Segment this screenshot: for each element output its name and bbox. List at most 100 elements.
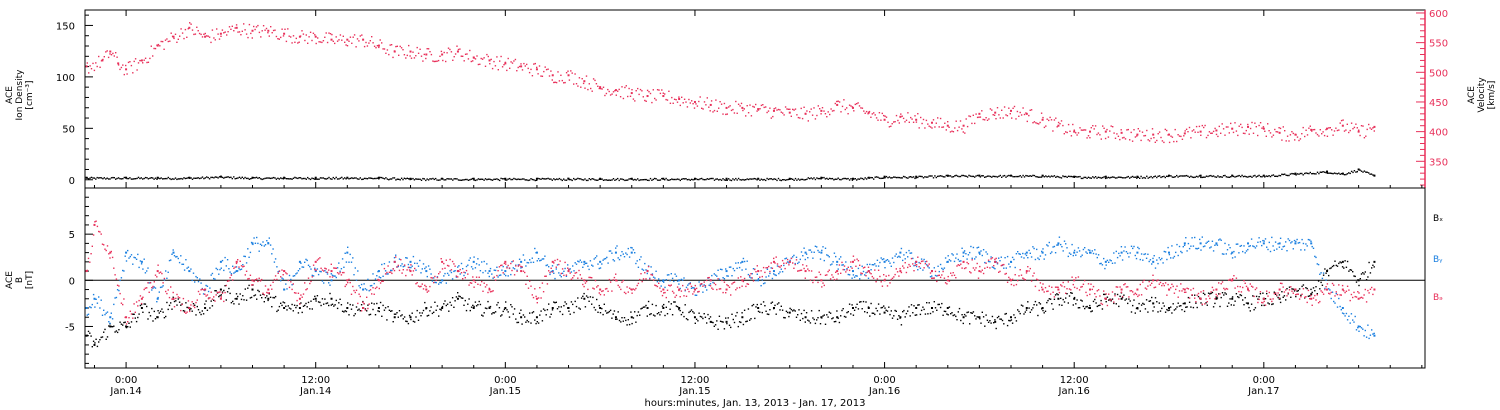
data-point (1184, 130, 1186, 132)
data-point (290, 308, 292, 310)
data-point (591, 277, 593, 279)
data-point (534, 319, 536, 321)
data-point (1372, 264, 1374, 266)
data-point (486, 178, 488, 181)
data-point (1159, 310, 1162, 312)
data-point (1349, 172, 1351, 175)
data-point (712, 177, 714, 180)
anchor-point (267, 29, 270, 32)
data-point (798, 270, 800, 272)
data-point (301, 266, 303, 268)
anchor-point (1262, 297, 1265, 300)
data-point (814, 245, 817, 247)
data-point (312, 275, 315, 277)
data-point (478, 300, 480, 303)
data-point (649, 277, 651, 279)
data-point (585, 262, 588, 264)
data-point (114, 297, 116, 299)
data-point (305, 302, 307, 305)
data-point (1223, 253, 1225, 255)
data-point (1124, 246, 1126, 248)
data-point (1267, 302, 1269, 304)
data-point (591, 264, 593, 266)
data-point (1083, 129, 1085, 131)
data-point (768, 313, 770, 316)
data-point (675, 294, 678, 297)
data-point (568, 79, 571, 81)
data-point (779, 271, 781, 273)
data-point (609, 94, 612, 96)
data-point (1167, 175, 1169, 178)
data-point (687, 288, 689, 290)
data-point (591, 90, 593, 92)
data-point (114, 274, 116, 276)
data-point (1123, 294, 1125, 296)
data-point (654, 177, 656, 180)
data-point (381, 176, 383, 179)
data-point (841, 309, 843, 312)
anchor-point (1120, 288, 1123, 291)
data-point (1338, 129, 1340, 131)
data-point (1011, 322, 1014, 324)
data-point (300, 302, 302, 304)
data-point (888, 176, 891, 178)
data-point (1243, 245, 1245, 247)
anchor-point (1183, 242, 1186, 245)
data-point (1056, 175, 1058, 178)
data-point (351, 177, 353, 179)
anchor-point (757, 279, 760, 282)
data-point (1117, 176, 1120, 178)
data-point (780, 111, 782, 113)
data-point (851, 179, 854, 181)
data-point (698, 178, 700, 181)
data-point (1225, 176, 1228, 178)
data-point (353, 314, 355, 317)
data-point (1085, 306, 1087, 308)
data-point (1180, 305, 1182, 307)
data-point (296, 304, 298, 307)
data-point (1102, 125, 1104, 127)
data-point (1365, 135, 1367, 137)
data-point (116, 177, 118, 180)
data-point (119, 292, 121, 295)
data-point (1257, 175, 1259, 177)
data-point (550, 178, 552, 180)
data-point (450, 271, 453, 274)
anchor-point (456, 297, 459, 300)
data-point (751, 277, 753, 279)
data-point (722, 113, 724, 115)
data-point (109, 178, 111, 180)
data-point (376, 286, 378, 288)
data-point (1096, 256, 1098, 259)
data-point (689, 179, 691, 181)
data-point (1108, 261, 1110, 263)
data-point (1116, 133, 1118, 135)
data-point (261, 30, 263, 32)
data-point (894, 255, 896, 257)
data-point (497, 178, 499, 181)
data-point (999, 260, 1001, 262)
anchor-point (1136, 307, 1139, 309)
data-point (995, 175, 997, 178)
data-point (1235, 130, 1238, 132)
data-point (437, 59, 440, 62)
data-point (149, 57, 151, 60)
data-point (125, 260, 128, 262)
data-point (561, 268, 564, 270)
data-point (1083, 176, 1085, 179)
data-point (283, 302, 286, 304)
data-point (1262, 175, 1265, 177)
data-point (1181, 251, 1183, 254)
data-point (1040, 176, 1043, 178)
data-point (664, 179, 666, 181)
anchor-point (85, 176, 88, 179)
data-point (1195, 247, 1197, 250)
data-point (828, 256, 830, 258)
data-point (112, 176, 114, 179)
anchor-point (1278, 242, 1281, 245)
data-point (984, 261, 986, 264)
data-point (821, 249, 823, 252)
data-point (787, 178, 790, 181)
data-point (1128, 298, 1130, 300)
data-point (801, 178, 804, 181)
